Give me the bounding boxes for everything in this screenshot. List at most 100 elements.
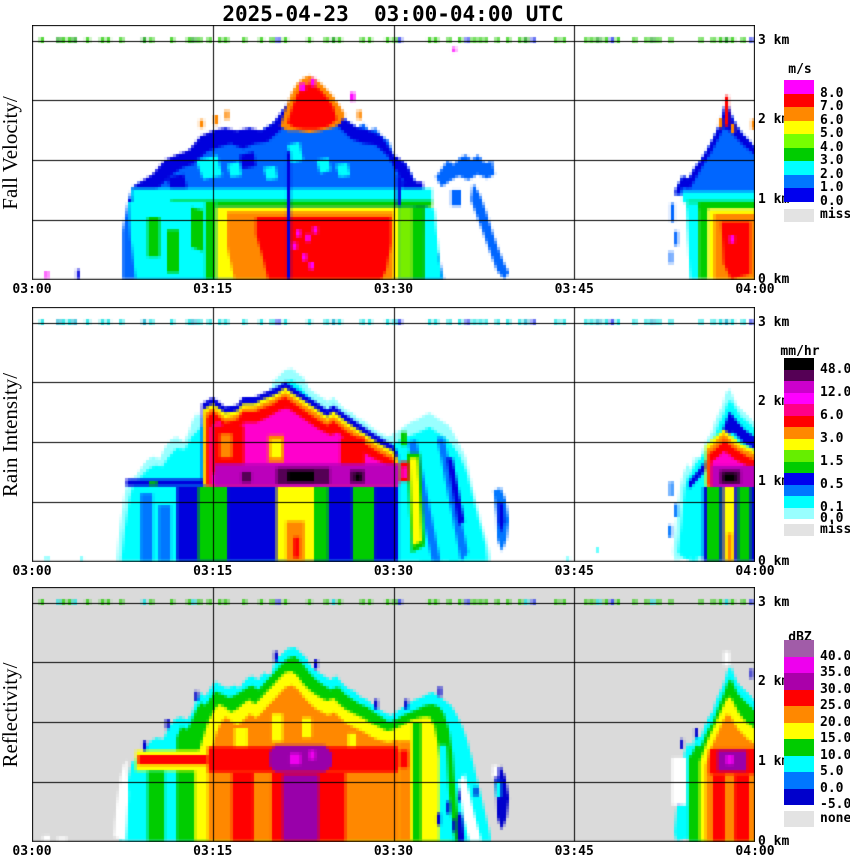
height-label: 3 km: [758, 32, 790, 48]
x-tick-label: 03:30: [373, 564, 414, 579]
panel-rain-intensity: Rain Intensity/ 03:00 03:15 03:30 03:45 04:0…: [0, 307, 850, 607]
legend-colorbox: [784, 369, 814, 381]
x-tick-label: 03:45: [554, 844, 594, 859]
legend-colorbox: [784, 358, 814, 370]
legend-colorbox: [784, 107, 814, 121]
legend-colorbox: [784, 120, 814, 134]
legend-colorbox: [784, 473, 814, 485]
x-tick-label: 04:00: [735, 564, 775, 579]
x-tick-label: 03:00: [12, 282, 52, 297]
legend-colorbox: [784, 438, 814, 450]
legend-colorbox: [784, 640, 814, 657]
legend-colorbox: [784, 427, 814, 439]
height-label: 2 km: [758, 112, 790, 128]
legend-colorbox: [784, 484, 814, 496]
rain-intensity-heatmap: [32, 307, 755, 562]
legend-tick-label: 30.0: [820, 681, 850, 697]
legend-colorbox: [784, 772, 814, 789]
legend-missing-label: miss: [820, 207, 850, 223]
height-label: 3 km: [758, 594, 790, 610]
height-label: 1 km: [758, 753, 790, 769]
legend-missing-label: miss: [820, 521, 850, 537]
legend-colorbox: [784, 404, 814, 416]
legend-colorbox: [784, 392, 814, 404]
legend-colorbox: [784, 415, 814, 427]
legend-tick-label: 10.0: [820, 747, 850, 763]
legend-colorbox: [784, 381, 814, 393]
legend-colorbox: [784, 673, 814, 690]
legend-colorbox: [784, 496, 814, 508]
height-label: 1 km: [758, 473, 790, 489]
x-tick-label: 03:00: [12, 844, 52, 859]
height-label: 0 km: [758, 553, 790, 569]
legend-colorbox: [784, 134, 814, 148]
legend-colorbox: [784, 174, 814, 188]
height-label: 2 km: [758, 674, 790, 690]
legend-colorbox: [784, 739, 814, 756]
legend-tick-label: 5.0: [820, 764, 844, 779]
legend-colorbox: [784, 161, 814, 175]
legend-tick-label: 3.0: [820, 153, 844, 168]
height-label: 0 km: [758, 833, 790, 849]
legend-unit-label: m/s: [788, 62, 812, 77]
legend-colorbox: [784, 722, 814, 739]
fall-velocity-heatmap: [32, 25, 755, 280]
legend-colorbox: [784, 755, 814, 772]
legend-missing-box: [784, 208, 814, 222]
height-label: 0 km: [758, 271, 790, 287]
legend-tick-label: 25.0: [820, 698, 850, 713]
legend-colorbox: [784, 461, 814, 473]
legend-tick-label: 15.0: [820, 731, 850, 746]
legend-tick-label: -5.0: [820, 797, 850, 812]
x-tick-label: 03:00: [12, 564, 52, 579]
legend-missing-box: [784, 811, 814, 827]
legend-colorbox: [784, 656, 814, 673]
legend-tick-label: 4.0: [820, 139, 844, 155]
legend-tick-label: 20.0: [820, 714, 850, 730]
legend-colorbox: [784, 188, 814, 202]
y-axis-title-fall-velocity: Fall Velocity/: [0, 96, 22, 210]
x-tick-label: 04:00: [735, 282, 775, 297]
reflectivity-heatmap: [32, 587, 755, 842]
x-tick-label: 03:15: [193, 564, 233, 579]
legend-missing-label: none: [820, 811, 850, 826]
x-tick-label: 03:15: [193, 282, 233, 297]
legend-tick-label: 2.0: [820, 166, 844, 182]
legend-tick-label: 6.0: [820, 112, 844, 128]
legend-tick-label: 7.0: [820, 99, 844, 114]
height-label: 3 km: [758, 314, 790, 330]
height-label: 2 km: [758, 394, 790, 410]
x-tick-label: 03:30: [373, 282, 414, 297]
legend-colorbox: [784, 93, 814, 107]
x-tick-label: 04:00: [735, 844, 775, 859]
legend-tick-label: 3.0: [820, 430, 844, 446]
legend-tick-label: 0.1: [820, 499, 844, 515]
x-tick-label: 03:45: [554, 564, 594, 579]
page-title: 2025-04-23 03:00-04:00 UTC: [222, 2, 564, 26]
legend-colorbox: [784, 450, 814, 462]
legend-missing-box: [784, 524, 814, 536]
legend-tick-label: 1.0: [820, 180, 844, 195]
legend-tick-label: 35.0: [820, 665, 850, 680]
legend-tick-label: 0.0: [820, 780, 844, 796]
legend-tick-label: 5.0: [820, 126, 844, 141]
y-axis-title-rain-intensity: Rain Intensity/: [0, 372, 22, 498]
legend-colorbox: [784, 788, 814, 805]
panel-fall-velocity: Fall Velocity/ 03:00 03:15 03:30 03:45 04:00…: [0, 25, 850, 325]
legend-unit-label: mm/hr: [780, 344, 820, 359]
legend-tick-label: 48.0: [820, 361, 850, 377]
legend-colorbox: [784, 706, 814, 723]
legend-tick-label: 0.0: [820, 193, 844, 209]
x-tick-label: 03:45: [554, 282, 594, 297]
legend-colorbox: [784, 80, 814, 94]
x-tick-label: 03:30: [373, 844, 414, 859]
legend-tick-label: 1.5: [820, 453, 844, 469]
legend-colorbox: [784, 689, 814, 706]
legend-tick-label: 40.0: [820, 648, 850, 664]
legend-tick-label: 0.0: [820, 511, 844, 526]
legend-tick-label: 6.0: [820, 407, 844, 423]
panel-reflectivity: Reflectivity/ 03:00 03:15 03:30 03:45 04:00 …: [0, 587, 850, 868]
legend-colorbox: [784, 507, 814, 519]
legend-tick-label: 0.5: [820, 476, 844, 492]
